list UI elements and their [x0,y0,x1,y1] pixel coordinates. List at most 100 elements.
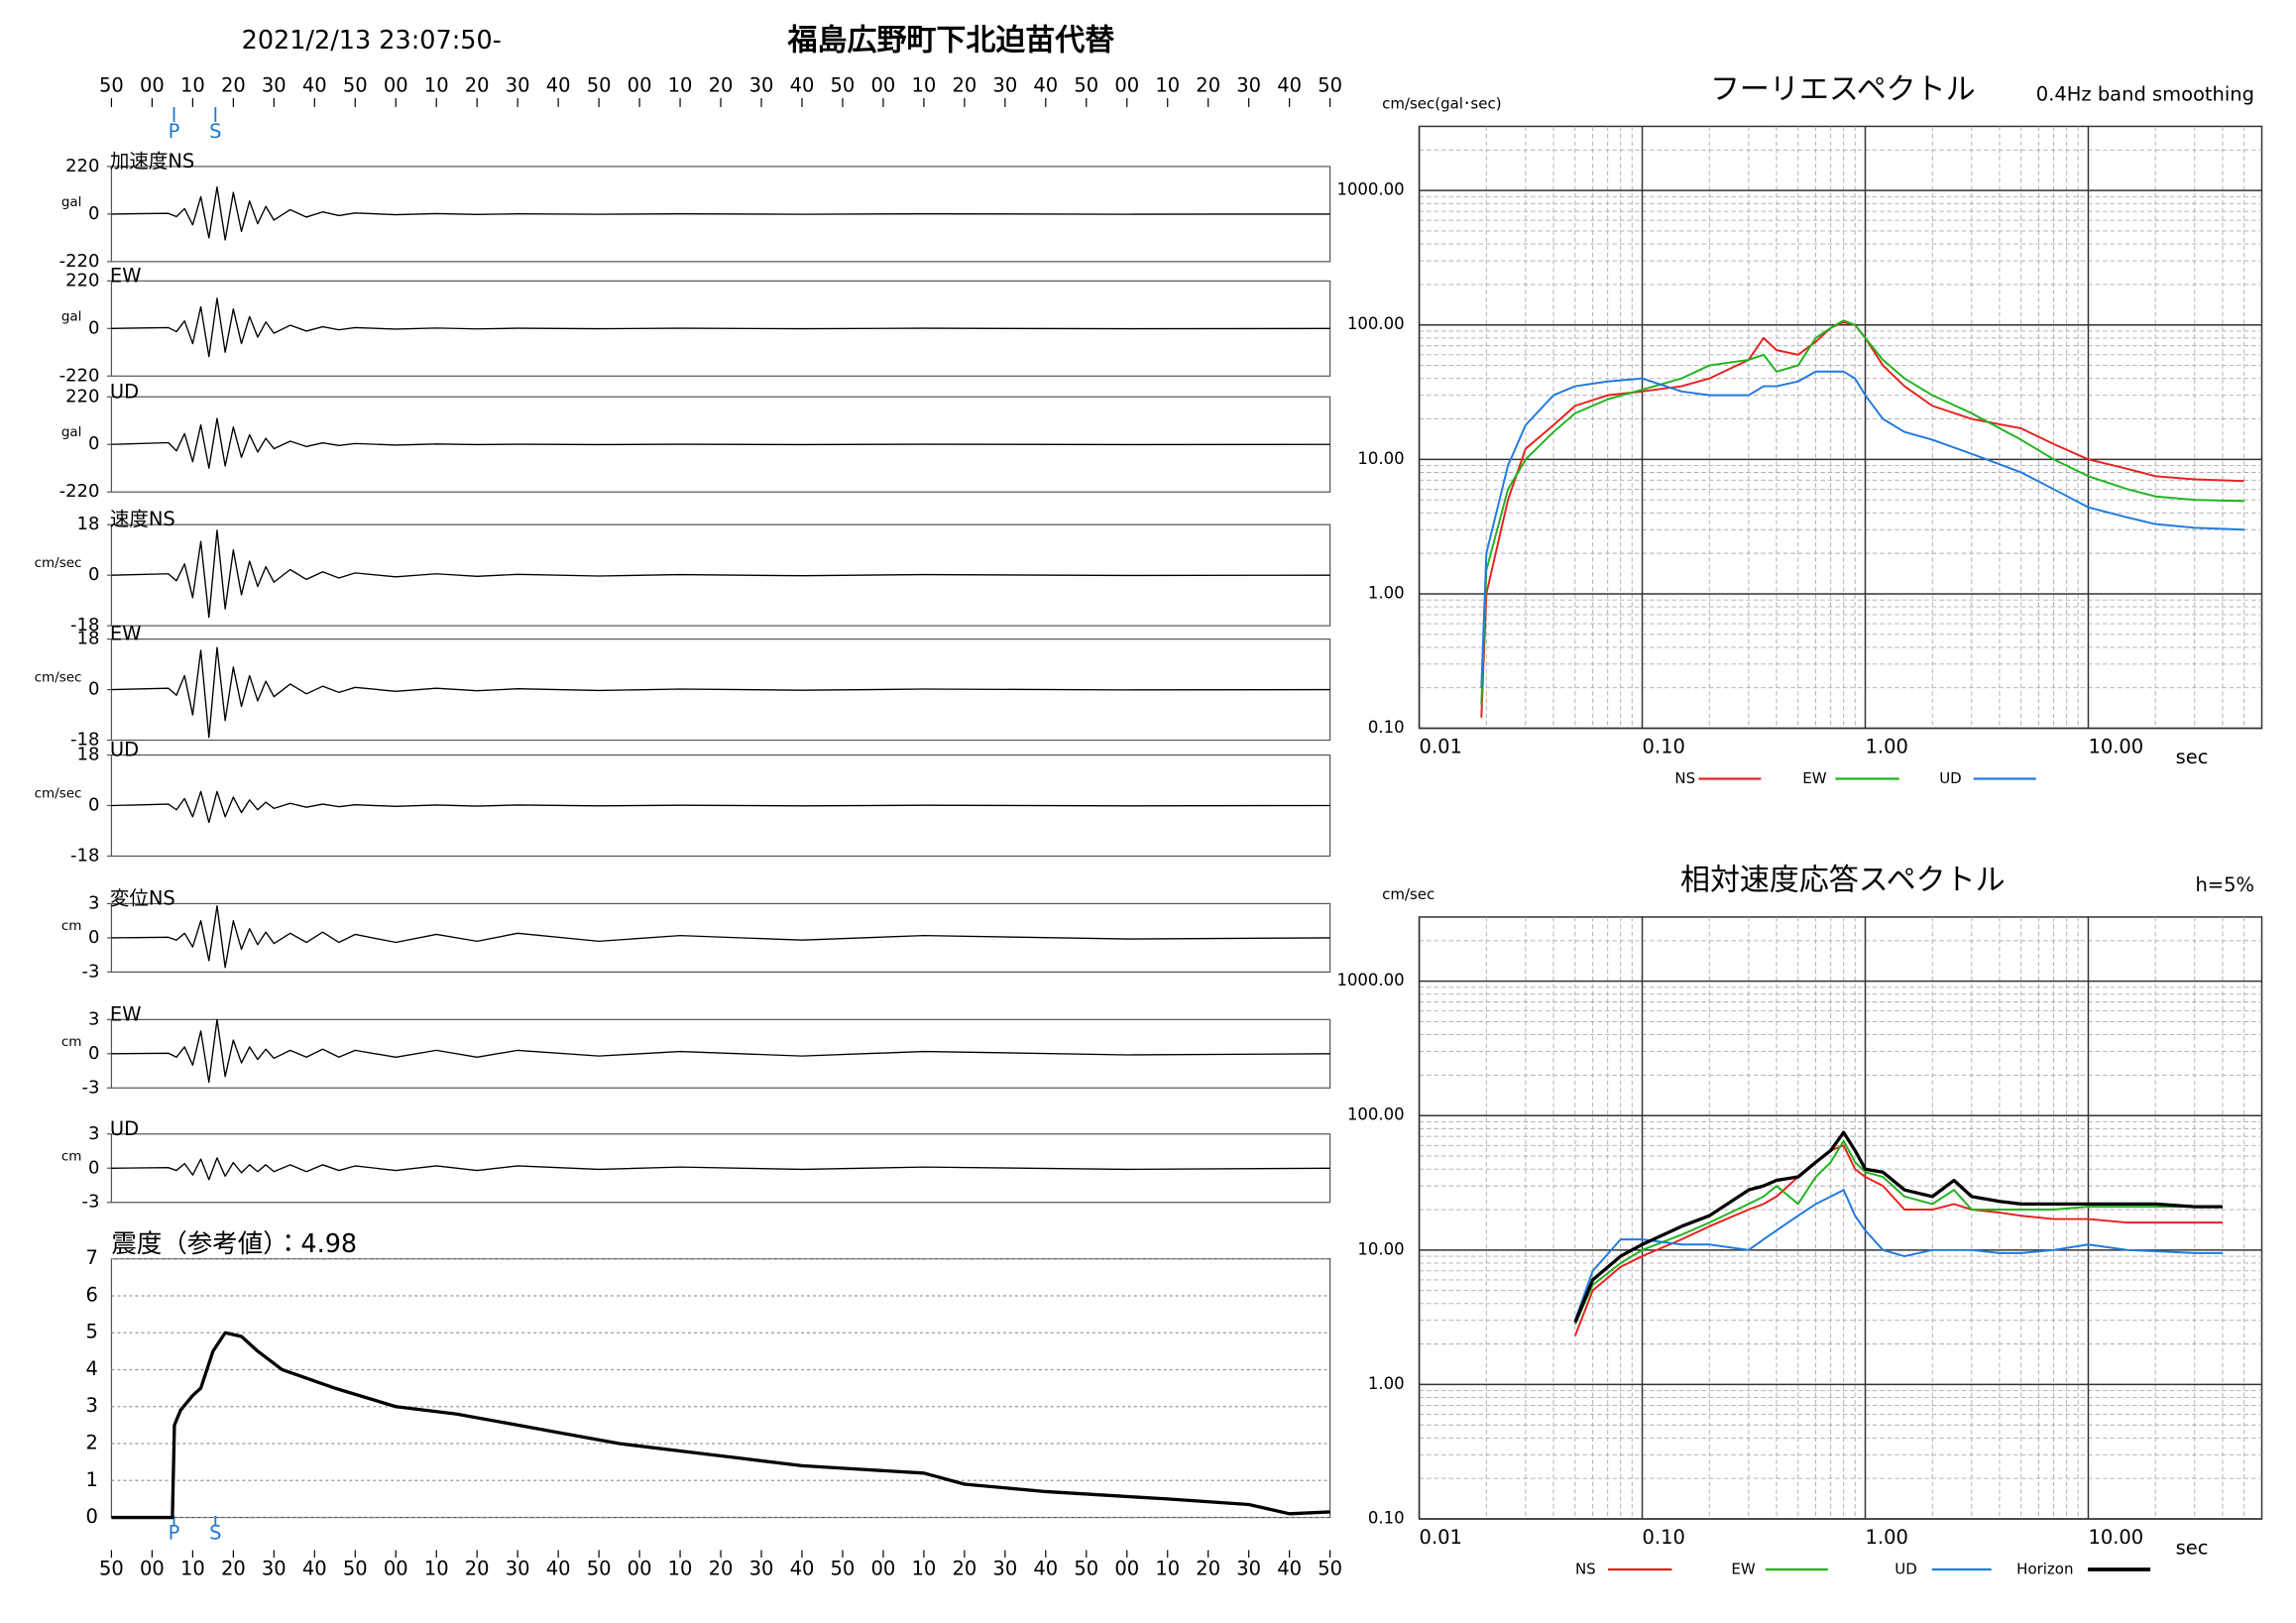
y-tick-label: 0.10 [1368,1509,1405,1528]
x-tick-label: 10.00 [2088,1526,2143,1549]
waveform-line [111,1157,1330,1181]
unit-label: cm [61,1148,82,1164]
x-tick-label: 0.01 [1420,1526,1462,1549]
x-tick-label: 50 [1318,1558,1342,1580]
x-tick-label: 40 [1033,73,1058,96]
y-tick-label: 18 [77,629,100,649]
y-tick-label: 3 [88,892,99,913]
phase-label: S [209,120,221,143]
unit-label: cm/sec [35,670,82,686]
x-tick-label: 20 [952,73,976,96]
y-tick-label: 100.00 [1347,314,1405,333]
x-tick-label: 20 [952,1558,976,1580]
y-tick-label: 1.00 [1368,583,1405,602]
x-tick-label: 30 [1236,1558,1261,1580]
series-line [1573,1139,2223,1326]
x-tick-label: 20 [465,1558,490,1580]
y-tick-label: -3 [82,1077,100,1098]
legend-label: NS [1674,769,1695,787]
x-tick-label: 30 [749,73,774,96]
y-tick-label: 1000.00 [1336,180,1404,199]
y-tick-label: 220 [65,156,99,176]
x-tick-label: 40 [302,1558,327,1580]
unit-label: gal [61,308,82,324]
x-tick-label: 30 [506,73,530,96]
waveform-line [111,646,1330,739]
y-tick-label: 0.10 [1368,718,1405,737]
x-tick-label: 00 [1114,1558,1139,1580]
y-tick-label: 0 [88,203,99,224]
x-tick-label: 00 [628,1558,652,1580]
panel-label: EW [110,1002,142,1025]
x-tick-label: 00 [628,73,652,96]
x-tick-label: 00 [140,73,165,96]
panel-label: 変位NS [110,886,175,909]
x-tick-label: 50 [1074,73,1098,96]
y-tick-label: -18 [70,730,99,751]
x-tick-label: 40 [790,1558,815,1580]
x-tick-label: 20 [709,73,734,96]
x-tick-label: 10 [668,1558,693,1580]
title: フーリエスペクトル [1710,72,1976,107]
y-tick-label: 1000.00 [1336,971,1404,989]
y-tick-label: 220 [65,386,99,406]
x-tick-label: 00 [384,73,408,96]
x-tick-label: 30 [262,1558,287,1580]
x-tick-label: 10 [1155,1558,1180,1580]
y-tick-label: -3 [82,1192,100,1213]
waveform-line [111,790,1330,824]
x-tick-label: 1.00 [1866,736,1908,758]
plot-frame [110,1258,1331,1519]
y-axis-label: cm/sec(gal･sec) [1382,94,1501,112]
x-tick-label: 40 [302,73,327,96]
series-line [1573,1130,2223,1324]
y-tick-label: 0 [88,927,99,948]
panel-label: UD [110,739,139,761]
x-tick-label: 40 [790,73,815,96]
unit-label: cm/sec [35,786,82,802]
y-tick-label: -3 [82,961,100,982]
x-tick-label: 20 [1196,1558,1220,1580]
legend-label: UD [1939,769,1962,787]
y-tick-label: 0 [88,795,99,816]
y-tick-label: 0 [88,317,99,338]
y-tick-label: 0 [88,679,99,700]
waveform-line [111,529,1330,619]
x-tick-label: 30 [749,1558,774,1580]
legend-label: Horizon [2016,1561,2073,1578]
y-tick-label: 0 [88,433,99,454]
x-tick-label: 30 [1236,73,1261,96]
phase-label: P [169,120,180,143]
x-tick-label: 30 [992,73,1017,96]
phase-label: S [209,1522,221,1545]
plot-frame [1418,125,2263,730]
x-tick-label: 50 [1318,73,1342,96]
x-tick-label: 30 [992,1558,1017,1580]
y-axis-label: cm/sec [1382,885,1435,903]
y-tick-label: 0 [86,1505,98,1528]
y-tick-label: 3 [88,1123,99,1144]
x-tick-label: 00 [871,1558,896,1580]
waveform-line [111,185,1330,241]
x-tick-label: 40 [546,1558,571,1580]
unit-label: gal [61,424,82,440]
legend-label: UD [1894,1561,1917,1578]
series-line [1573,1144,2223,1336]
x-tick-label: 00 [871,73,896,96]
y-tick-label: 3 [88,1008,99,1029]
y-tick-label: 18 [77,745,100,765]
x-tick-label: 20 [1196,73,1220,96]
x-tick-label: 00 [140,1558,165,1580]
x-tick-label: 10 [424,1558,449,1580]
y-tick-label: 220 [65,270,99,290]
title: 震度（参考値）：4.98 [111,1229,357,1259]
x-tick-label: 30 [262,73,287,96]
waveform-line [111,297,1330,358]
x-tick-label: 50 [343,1558,368,1580]
y-tick-label: 10.00 [1357,449,1404,468]
x-tick-label: 50 [99,73,124,96]
x-tick-label: 40 [1277,1558,1302,1580]
panel-label: EW [110,264,142,287]
series-line [1573,1189,2223,1322]
